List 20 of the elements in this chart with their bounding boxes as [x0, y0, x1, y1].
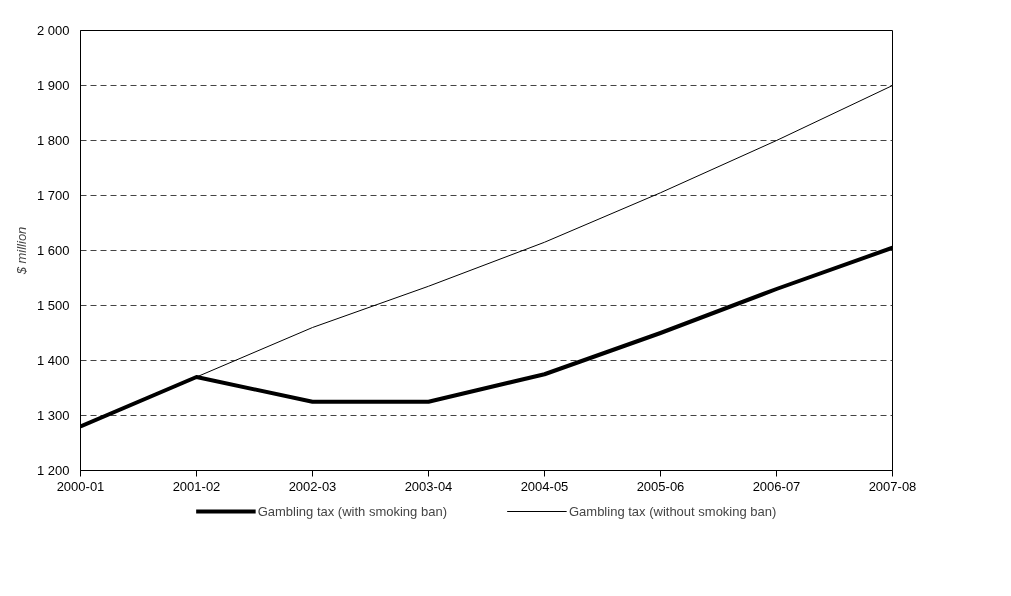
x-tick-label: 2005-06 [636, 478, 685, 494]
y-tick-label: 2 000 [36, 23, 70, 38]
x-tick-label: 2003-04 [404, 478, 453, 494]
x-tick-label: 2001-02 [172, 478, 221, 494]
x-tick-label: 2002-03 [288, 478, 337, 494]
legend-label: Gambling tax (with smoking ban) [257, 503, 447, 519]
y-tick-label: 1 700 [36, 188, 70, 203]
y-tick-label: 1 900 [36, 78, 70, 93]
y-tick-label: 1 300 [36, 408, 70, 423]
legend-label: Gambling tax (without smoking ban) [568, 503, 777, 519]
y-tick-label: 1 200 [36, 463, 70, 478]
y-axis-title: $ million [13, 226, 29, 276]
y-tick-label: 1 600 [36, 243, 70, 258]
y-tick-label: 1 400 [36, 353, 70, 368]
y-tick-label: 1 800 [36, 133, 70, 148]
x-tick-label: 2004-05 [520, 478, 569, 494]
x-tick-label: 2007-08 [868, 478, 917, 494]
y-tick-label: 1 500 [36, 298, 70, 313]
x-tick-label: 2000-01 [56, 478, 105, 494]
x-tick-label: 2006-07 [752, 478, 801, 494]
